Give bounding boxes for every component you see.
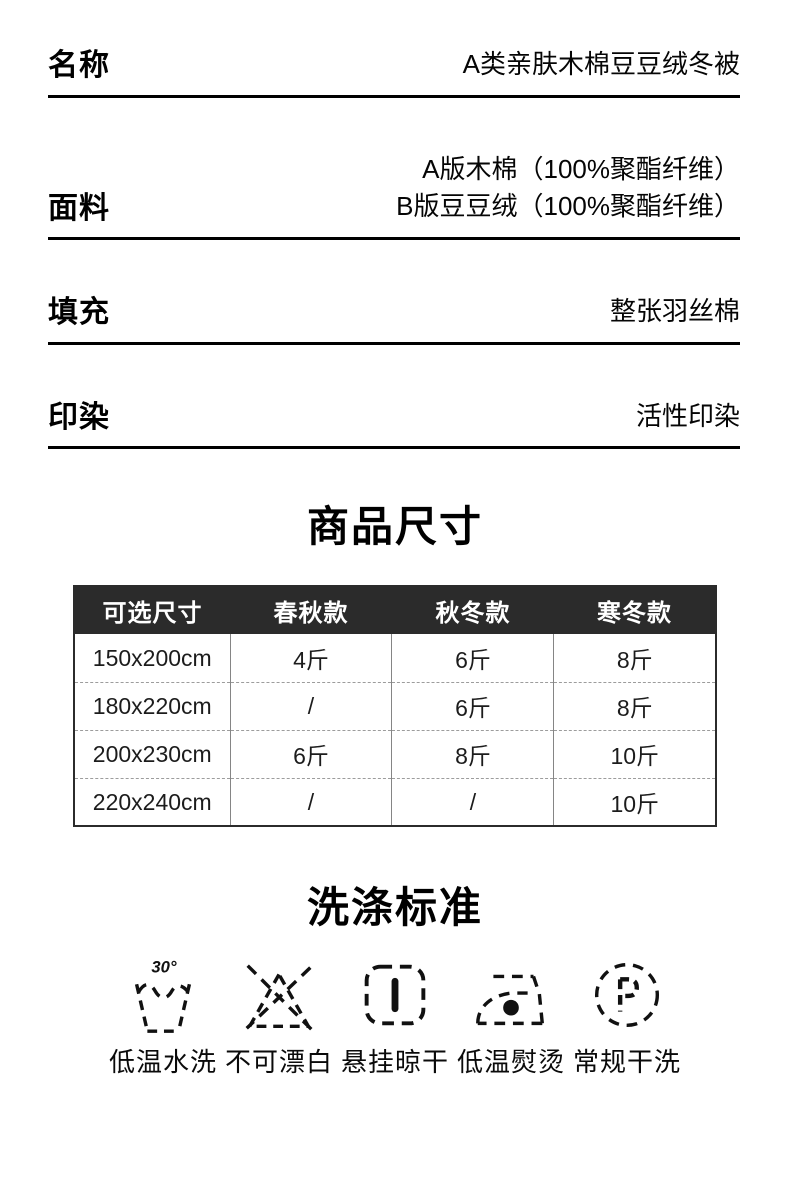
care-item-hang-dry: 悬挂晾干 — [341, 951, 450, 1079]
hang-dry-icon — [364, 965, 426, 1026]
product-spec-list: 名称 A类亲肤木棉豆豆绒冬被 面料 A版木棉（100%聚酯纤维） B版豆豆绒（1… — [0, 46, 790, 450]
weight-cell: / — [229, 681, 392, 731]
size-table-row: 150x200cm 4斤 6斤 8斤 — [74, 634, 716, 683]
weight-cell: 10斤 — [553, 729, 716, 779]
size-table-header-row: 可选尺寸 春秋款 秋冬款 寒冬款 — [74, 586, 716, 635]
size-table-header-spring-autumn: 春秋款 — [230, 586, 392, 635]
wash-low-temp-icon: 30° — [134, 958, 192, 1034]
weight-cell: / — [229, 777, 392, 827]
care-item-dry-clean: 常规干洗 — [573, 951, 682, 1079]
spec-label-filling: 填充 — [48, 296, 110, 330]
care-item-iron-low-temp: 低温熨烫 — [457, 951, 566, 1079]
size-cell: 150x200cm — [92, 644, 212, 671]
size-cell: 180x220cm — [74, 681, 230, 731]
size-table-row: 200x230cm 6斤 8斤 10斤 — [74, 729, 716, 779]
care-label-hang-dry: 悬挂晾干 — [341, 1047, 450, 1078]
weight-cell: 8斤 — [553, 681, 716, 731]
care-item-wash-low-temp: 30° 低温水洗 — [109, 951, 218, 1079]
size-table-header-size: 可选尺寸 — [74, 586, 230, 635]
weight-cell: / — [391, 777, 554, 827]
care-symbols-row: 30° 低温水洗 不可漂白 悬挂晾干 — [109, 951, 682, 1079]
size-table-row: 180x220cm / 6斤 8斤 — [74, 681, 716, 731]
wash-temp-label: 30° — [151, 958, 176, 977]
size-cell: 200x230cm — [74, 729, 230, 779]
weight-cell: 8斤 — [553, 634, 716, 683]
size-table-row: 220x240cm / / 10斤 — [74, 777, 716, 827]
spec-row-filling: 填充 整张羽丝棉 — [48, 293, 740, 345]
spec-value-fabric: A版木棉（100%聚酯纤维） B版豆豆绒（100%聚酯纤维） — [396, 151, 740, 226]
spec-value-fabric-line1: A版木棉（100%聚酯纤维） — [422, 153, 740, 184]
care-label-iron-low-temp: 低温熨烫 — [457, 1047, 566, 1078]
care-item-no-bleach: 不可漂白 — [225, 951, 334, 1079]
size-section-title: 商品尺寸 — [306, 503, 483, 551]
spec-label-dyeing: 印染 — [48, 400, 110, 434]
care-section-title: 洗涤标准 — [306, 884, 483, 932]
weight-cell: 6斤 — [391, 681, 554, 731]
weight-cell: 6斤 — [391, 634, 554, 683]
size-table-header-autumn-winter: 秋冬款 — [391, 586, 554, 635]
weight-cell: 4斤 — [229, 634, 392, 683]
spec-value-name: A类亲肤木棉豆豆绒冬被 — [462, 49, 740, 79]
spec-label-fabric: 面料 — [48, 191, 110, 225]
care-label-wash-low-temp: 低温水洗 — [109, 1047, 218, 1078]
care-label-no-bleach: 不可漂白 — [225, 1047, 334, 1078]
weight-cell: 6斤 — [229, 729, 392, 779]
spec-row-dyeing: 印染 活性印染 — [48, 398, 740, 450]
spec-row-name: 名称 A类亲肤木棉豆豆绒冬被 — [48, 46, 740, 98]
size-table: 可选尺寸 春秋款 秋冬款 寒冬款 150x200cm 4斤 6斤 8斤 180x… — [73, 585, 717, 828]
spec-value-filling: 整张羽丝棉 — [609, 296, 740, 327]
weight-cell: 10斤 — [553, 777, 716, 827]
dry-clean-icon — [594, 963, 660, 1028]
spec-row-fabric: 面料 A版木棉（100%聚酯纤维） B版豆豆绒（100%聚酯纤维） — [48, 151, 740, 241]
size-table-header-cold-winter: 寒冬款 — [553, 586, 716, 635]
weight-cell: 8斤 — [391, 729, 554, 779]
spec-value-dyeing: 活性印染 — [635, 400, 740, 431]
size-cell: 220x240cm — [74, 777, 230, 827]
spec-label-name: 名称 — [48, 49, 110, 83]
care-label-dry-clean: 常规干洗 — [573, 1047, 682, 1078]
iron-low-temp-icon — [476, 975, 544, 1026]
no-bleach-icon — [245, 964, 313, 1031]
spec-value-fabric-line2: B版豆豆绒（100%聚酯纤维） — [396, 191, 740, 222]
